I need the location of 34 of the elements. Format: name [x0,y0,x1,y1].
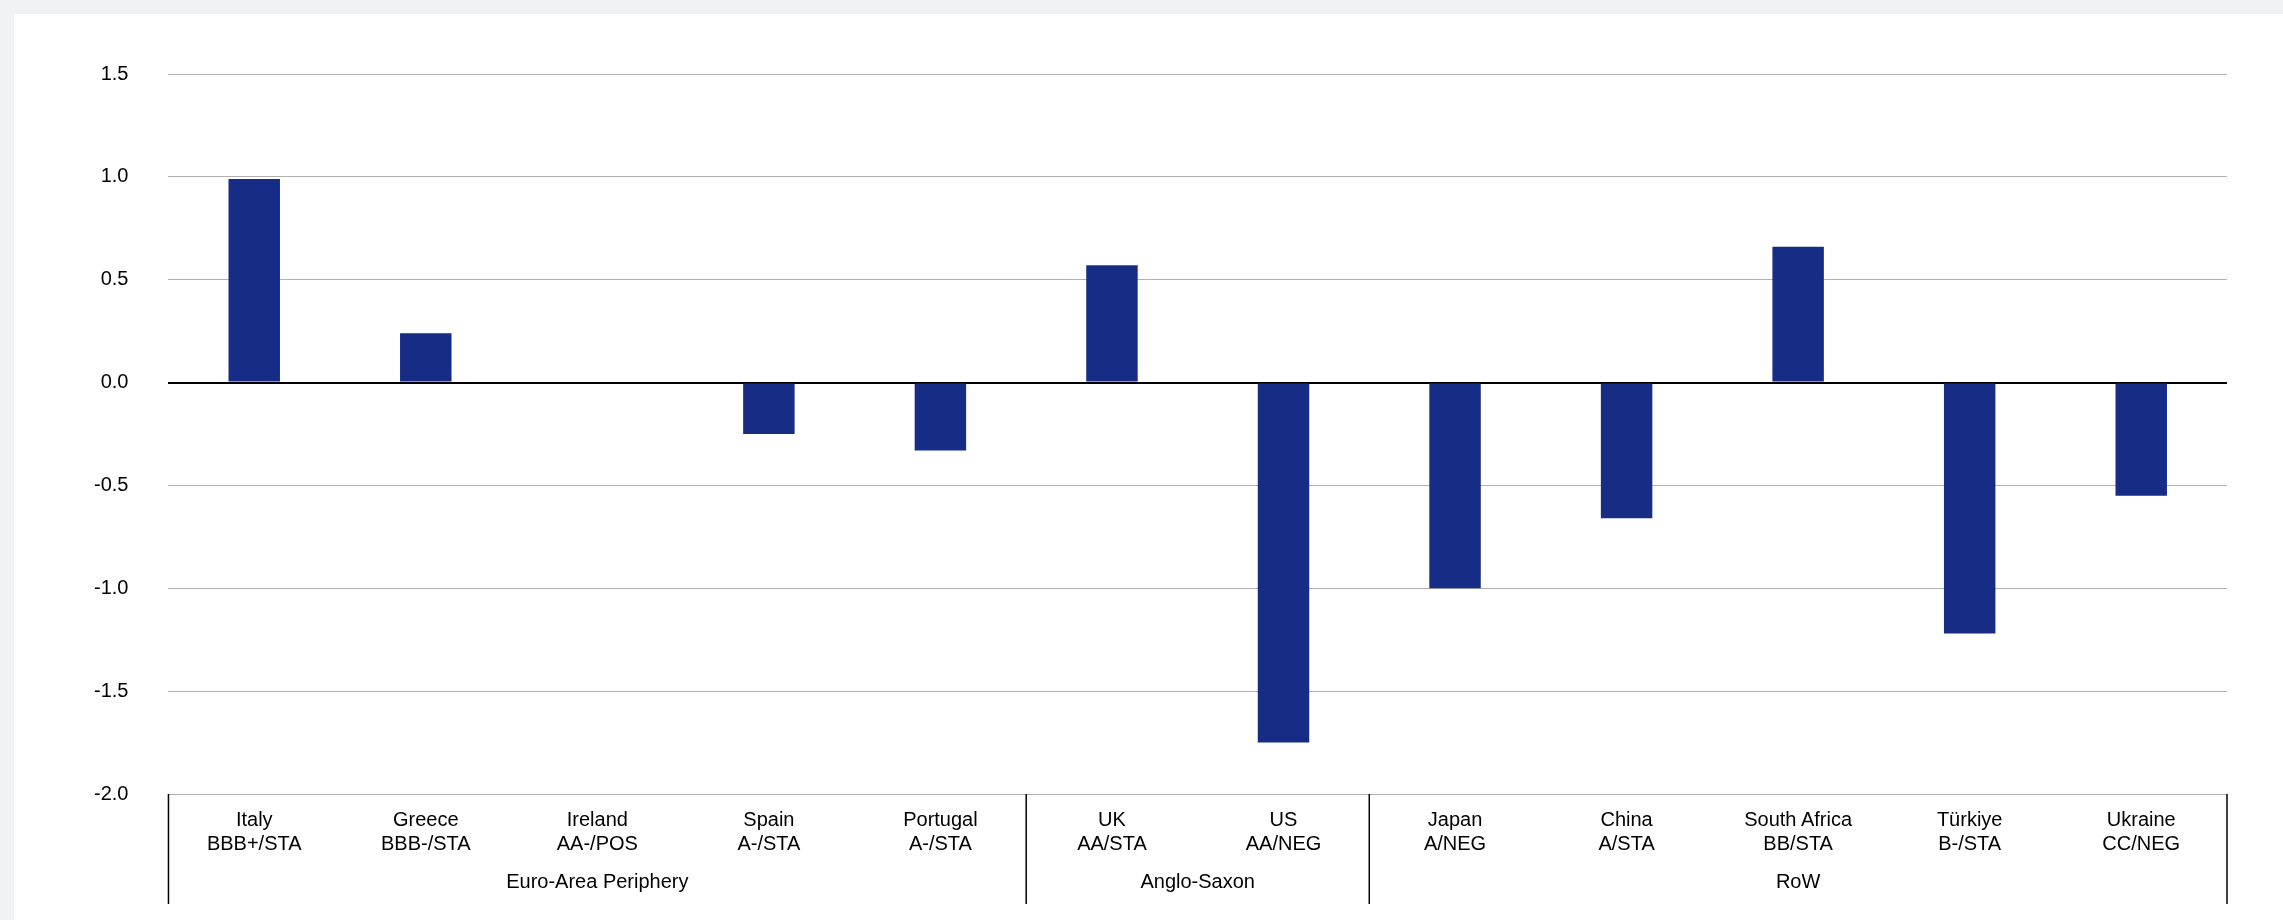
text: Anglo-Saxon [1140,869,1255,892]
y-tick-label: 1.0 [100,164,129,187]
y-tick-label: -2.0 [93,781,129,804]
y-tick-label: 0.5 [100,267,129,290]
bar [743,383,795,434]
x-tick-label: Greece BBB-/STA [380,807,472,854]
bar [1943,383,1996,634]
x-tick-label: Türkiye B-/STA [1936,807,2003,854]
y-tick-label: -1.0 [93,575,129,598]
bar [1600,383,1653,519]
y-tick-label: 0.0 [100,370,129,393]
bar [2115,383,2167,496]
bar [1772,246,1824,382]
x-tick-label: UK AA/STA [1077,807,1148,854]
x-tick-label: Spain A-/STA [737,807,802,854]
y-tick-label: -0.5 [93,472,129,495]
x-tick-label: South Africa BB/STA [1744,807,1853,854]
y-tick-label: 1.5 [100,61,129,84]
bar [1429,383,1481,589]
x-tick-label: Italy BBB+/STA [206,807,303,854]
bar [400,333,452,382]
x-tick-label: Ireland AA-/POS [556,807,638,854]
bar [1086,265,1138,382]
x-tick-label: Ukraine CC/NEG [2102,807,2181,854]
text: Euro-Area Periphery [506,869,689,892]
x-tick-label: US AA/NEG [1245,807,1322,854]
bar [228,178,280,382]
bar [914,383,967,451]
text: RoW [1775,869,1821,892]
x-tick-label: Portugal A-/STA [903,807,978,854]
x-tick-label: Japan A/NEG [1423,807,1487,854]
y-tick-label: -1.5 [93,678,129,701]
bar [1257,383,1310,743]
x-tick-label: China A/STA [1598,807,1656,854]
